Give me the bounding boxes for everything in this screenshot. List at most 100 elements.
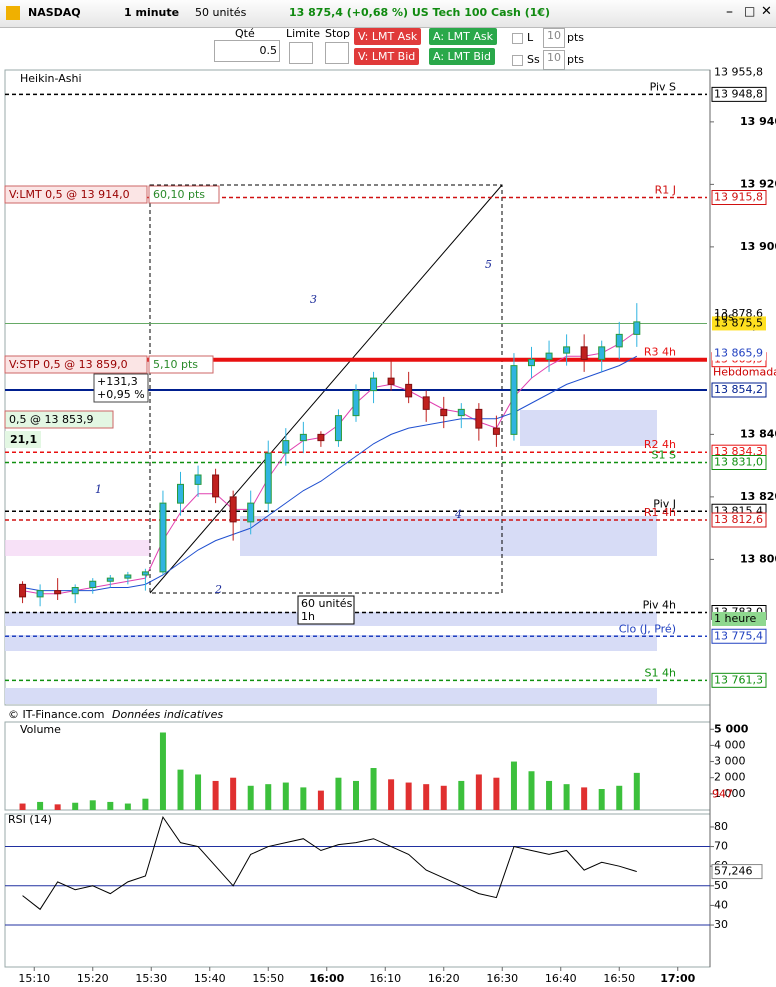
volume-bar [335,777,342,810]
volume-bar [510,761,517,810]
level-tag [711,190,767,205]
stop-label: Stop [325,27,351,40]
stop-button[interactable] [325,42,349,64]
rsi-title: RSI (14) [8,813,52,826]
level-name: Piv S [650,80,676,93]
panel-frame [4,813,711,968]
candle-body [212,474,220,498]
buy-ask[interactable]: A: LMT Ask [429,28,497,45]
level-name: Piv J [653,497,676,510]
candle-body [124,574,132,579]
candle-body [492,427,500,435]
menu-icon[interactable] [6,6,20,20]
volume-bar [195,774,202,810]
limit-button[interactable] [289,42,313,64]
quote: 13 875,4 (+0,68 %) US Tech 100 Cash (1€) [289,6,551,19]
level-name: R1 4h [644,506,676,519]
interval[interactable]: 1 minute [124,6,180,19]
volume-bar [633,772,640,810]
volume-bar [19,803,26,810]
handwritten-number: 4 [454,508,462,521]
candle-body [457,408,465,417]
level-name: S1 S [652,449,676,462]
volume-bar [423,784,430,810]
x-tick-label: 15:30 [135,972,167,985]
candle-body [352,390,360,417]
volume-bar [353,780,359,810]
level-tag [711,628,767,644]
limit-order-label: V:LMT 0,5 @ 13 914,0 [9,188,130,201]
volume-bar [177,769,184,810]
volume-bar [546,780,553,810]
x-tick-label: 16:00 [309,972,344,985]
volume-title: Volume [20,723,61,736]
level-tag-label: 13 783,0 [714,606,763,619]
candle-body [598,346,606,360]
y-tick-label: 13 900 [740,240,776,253]
stop-order-label: V:STP 0,5 @ 13 859,0 [9,358,128,371]
box-period: 1h [301,610,315,623]
volume-bar [563,784,570,810]
x-tick-label: 15:20 [77,972,109,985]
zone [5,635,657,651]
sell-bid[interactable]: V: LMT Bid [354,48,420,65]
candle-body [334,415,342,442]
ss-checkbox[interactable] [512,55,523,66]
x-tick-label: 16:10 [369,972,401,985]
volume-bar [317,790,324,810]
zone [520,410,657,446]
current-tag [712,316,766,331]
volume-bar [230,777,237,810]
volume-tick-label: 1 000 [714,787,746,800]
limit-order [4,185,148,204]
rsi-tick-label: 50 [714,879,728,892]
candle-body [422,396,430,410]
stop-order [4,355,148,374]
ss-input[interactable]: 10 [543,50,565,70]
qty-input[interactable]: 0.5 [214,40,280,62]
handwritten-number: 2 [214,583,222,596]
volume-bar [388,779,395,810]
disclaimer: Données indicatives [112,708,223,721]
candle-body [282,440,290,454]
candle-body [545,352,553,360]
gain-percent: +0,95 % [97,388,145,401]
candle-body [159,502,167,573]
candle-body [633,321,641,335]
sell-ask[interactable]: V: LMT Ask [354,28,422,45]
candle-body [264,452,272,504]
level-tag-label: 13 812,6 [714,513,763,526]
minimize[interactable]: – [726,4,733,20]
candle-body [194,474,202,485]
rsi-tick-label: 30 [714,918,728,931]
qty-label: Qté [235,27,255,40]
volume-tick-label: 5 000 [714,722,749,735]
zone [149,184,503,594]
weekly-tag: Hebdomadaire [713,366,776,379]
l-input[interactable]: 10 [543,28,565,48]
buy-bid[interactable]: A: LMT Bid [429,48,495,65]
maximize[interactable]: □ [744,4,756,18]
level-tag-label: 13 761,3 [714,673,763,686]
level-tag [711,352,767,368]
y-tick-label: 13 820 [740,490,776,503]
symbol[interactable]: NASDAQ [28,6,81,19]
l-checkbox[interactable] [512,33,523,44]
x-tick-label: 16:30 [486,972,518,985]
y-tick-label: 13 840 [740,427,776,440]
level-tag-label: 13 854,2 [714,383,763,396]
position [4,410,114,429]
volume-bar [405,782,412,810]
level-tag [711,382,767,398]
x-tick-label: 15:40 [194,972,226,985]
level-tag-label: 13 948,8 [714,87,763,100]
units[interactable]: 50 unités [195,6,247,19]
candle-body [405,383,413,398]
handwritten-number: 3 [310,293,317,306]
zone [5,540,150,556]
candle-body [563,346,571,354]
level-tag [711,672,767,688]
toolbar: NASDAQ 1 minute 50 unités 13 875,4 (+0,6… [0,0,776,28]
close[interactable]: ✕ [761,4,772,19]
